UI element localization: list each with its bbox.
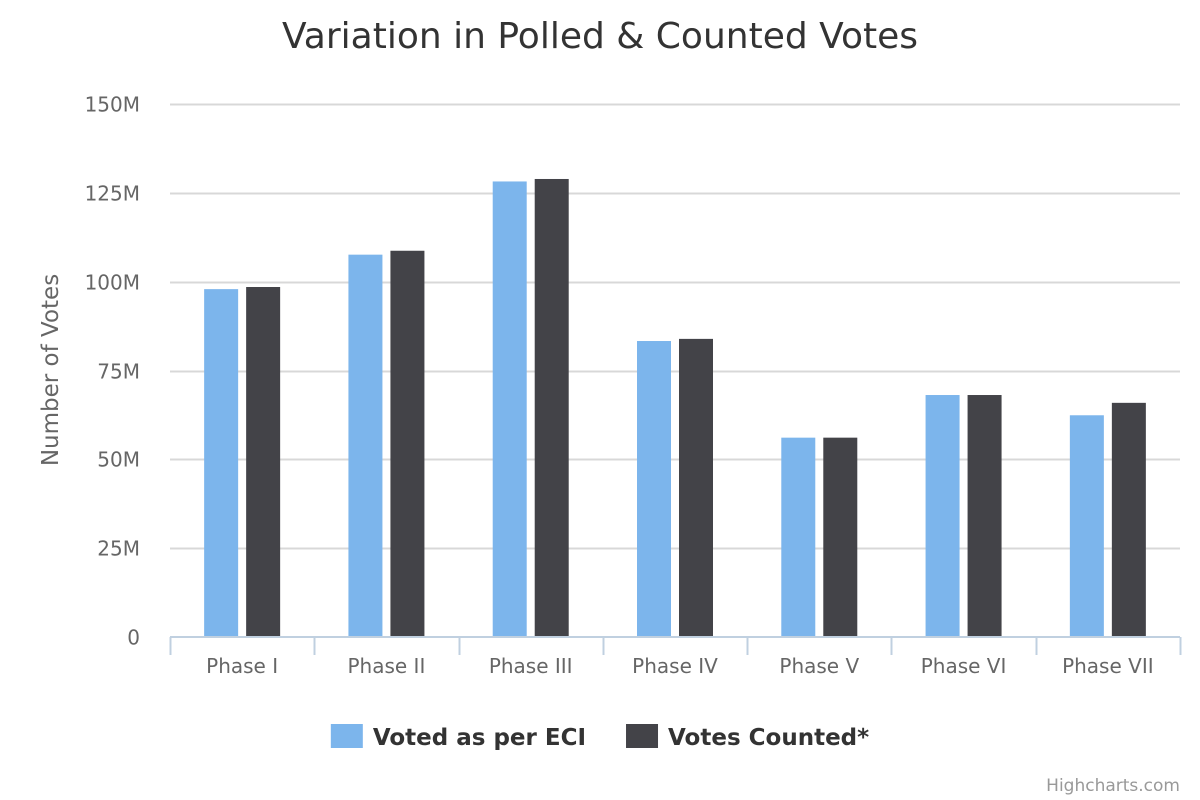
y-tick-label: 25M (97, 537, 140, 561)
bar[interactable] (492, 181, 527, 637)
x-tick-label: Phase VII (1062, 654, 1154, 678)
bar[interactable] (1111, 402, 1146, 637)
y-tick-label: 0 (127, 626, 140, 650)
credits-link[interactable]: Highcharts.com (1046, 776, 1180, 796)
bar[interactable] (204, 289, 239, 637)
bar[interactable] (390, 250, 425, 637)
y-tick-label: 75M (97, 360, 140, 384)
legend-item[interactable]: Voted as per ECI (330, 724, 586, 751)
legend-label: Voted as per ECI (373, 725, 586, 751)
bars (204, 178, 1146, 638)
bar[interactable] (679, 338, 713, 637)
x-tick-label: Phase VI (921, 654, 1007, 678)
legend-item[interactable]: Votes Counted* (626, 724, 869, 751)
legend-swatch (330, 724, 363, 748)
x-axis: Phase I Phase II Phase III Phase IV Phase V P… (169, 636, 1182, 678)
y-tick-label: 125M (85, 182, 140, 206)
bar[interactable] (781, 437, 816, 637)
bar[interactable] (925, 395, 960, 637)
bar[interactable] (823, 437, 858, 637)
grid-lines (170, 103, 1180, 550)
x-tick-label: Phase V (779, 654, 859, 678)
legend: Voted as per ECI Votes Counted* (330, 724, 869, 751)
y-axis-title: Number of Votes (38, 274, 64, 466)
bar[interactable] (246, 287, 281, 637)
x-tick-label: Phase IV (632, 654, 718, 678)
x-tick-label: Phase II (347, 654, 425, 678)
legend-swatch (626, 724, 659, 748)
y-tick-label: 150M (85, 93, 140, 117)
chart-title: Variation in Polled & Counted Votes (282, 16, 918, 57)
y-tick-label: 100M (85, 271, 140, 295)
legend-label: Votes Counted* (668, 725, 869, 751)
x-tick-label: Phase I (206, 654, 278, 678)
y-axis-ticks: 0 25M 50M 75M 100M 125M 150M (85, 93, 140, 650)
bar[interactable] (534, 178, 569, 638)
bar[interactable] (1069, 415, 1104, 637)
bar[interactable] (637, 341, 671, 637)
bar[interactable] (967, 395, 1002, 637)
x-tick-label: Phase III (489, 654, 573, 678)
y-tick-label: 50M (97, 448, 140, 472)
bar[interactable] (348, 254, 383, 637)
